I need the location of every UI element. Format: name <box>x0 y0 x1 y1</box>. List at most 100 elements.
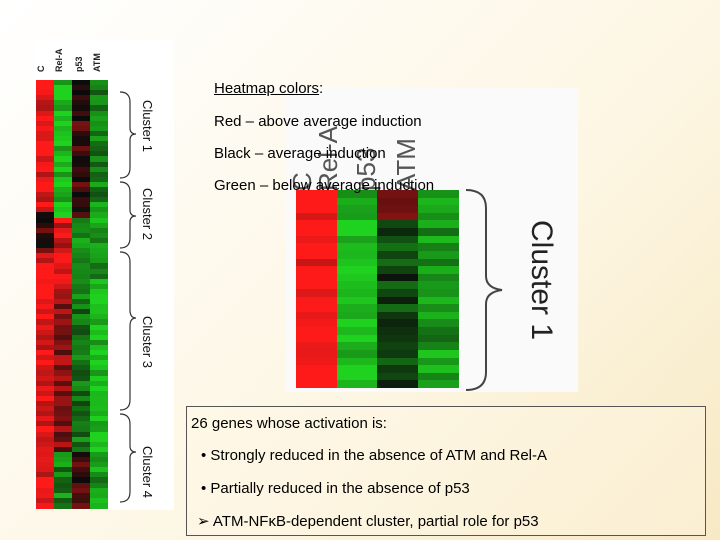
heatmap-cell <box>54 457 72 464</box>
heatmap-cell <box>36 329 54 336</box>
heatmap-cell <box>36 294 54 300</box>
heatmap-cell <box>417 205 459 214</box>
heatmap-cell <box>72 232 90 239</box>
heatmap-cell <box>36 324 54 331</box>
heatmap-cell <box>54 416 72 423</box>
heatmap-cell <box>36 151 54 158</box>
heatmap-cell <box>296 304 337 313</box>
heatmap-cell <box>54 263 72 270</box>
heatmap-cell <box>90 268 108 275</box>
heatmap-cell <box>417 258 459 267</box>
heatmap-cell <box>336 319 378 328</box>
heatmap-cell <box>90 95 108 102</box>
heatmap-cell <box>54 110 72 117</box>
heatmap-cell <box>72 421 90 428</box>
heatmap-cell <box>336 311 378 320</box>
heatmap-cell <box>72 355 90 362</box>
heatmap-cell <box>72 278 90 285</box>
summary-bullet-2: • Partially reduced in the absence of p5… <box>201 480 470 497</box>
heatmap-cell <box>54 80 72 86</box>
heatmap-cell <box>90 80 108 86</box>
heatmap-cell <box>72 181 90 188</box>
heatmap-cell <box>54 344 72 351</box>
heatmap-cell <box>36 355 54 362</box>
heatmap-cell <box>54 217 72 224</box>
heatmap-cell <box>90 187 108 193</box>
heatmap-cell <box>54 370 72 377</box>
heatmap-cell <box>54 441 72 448</box>
heatmap-cell <box>90 248 108 255</box>
heatmap-cell <box>72 436 90 443</box>
heatmap-cell <box>377 235 418 244</box>
heatmap-cell <box>72 166 90 173</box>
heatmap-cell <box>296 349 337 358</box>
heatmap-cell <box>72 395 90 402</box>
heatmap-cell <box>72 390 90 397</box>
heatmap-cell <box>72 283 90 290</box>
heatmap-cell <box>54 436 72 443</box>
heatmap-cell <box>36 502 54 509</box>
legend-black: Black – average induction <box>214 145 386 162</box>
heatmap-cell <box>296 212 337 221</box>
heatmap-cell <box>54 314 72 321</box>
heatmap-cell <box>90 243 108 250</box>
heatmap-cell <box>54 390 72 397</box>
heatmap-cell <box>377 296 418 305</box>
heatmap-cell <box>90 120 108 127</box>
heatmap-cell <box>336 197 378 206</box>
heatmap-cell <box>36 431 54 438</box>
heatmap-cell <box>90 288 108 295</box>
heatmap-cell <box>36 457 54 464</box>
heatmap-cell <box>336 212 378 221</box>
heatmap-cell <box>336 380 378 389</box>
heatmap-cell <box>90 467 108 474</box>
heatmap-cell <box>36 100 54 107</box>
heatmap-cell <box>54 161 72 168</box>
heatmap-cell <box>90 227 108 234</box>
heatmap-cell <box>54 304 72 311</box>
heatmap-cell <box>54 487 72 494</box>
heatmap-cell <box>36 441 54 448</box>
heatmap-cell <box>72 105 90 112</box>
heatmap-cell <box>54 237 72 244</box>
heatmap-cell <box>90 390 108 397</box>
heatmap-cell <box>90 202 108 209</box>
heatmap-cell <box>36 278 54 285</box>
heatmap-cell <box>54 222 72 229</box>
heatmap-cell <box>90 436 108 443</box>
heatmap-cell <box>54 166 72 173</box>
heatmap-cell <box>417 289 459 297</box>
heatmap-cell <box>36 120 54 127</box>
heatmap-cell <box>417 327 459 336</box>
heatmap-cell <box>336 190 378 198</box>
heatmap-cell <box>296 258 337 267</box>
heatmap-cell <box>36 243 54 250</box>
heatmap-cell <box>36 181 54 188</box>
heatmap-cell <box>417 311 459 320</box>
heatmap-cell <box>377 380 418 389</box>
heatmap-cell <box>54 115 72 122</box>
heatmap-cell <box>90 380 108 387</box>
heatmap-cell <box>54 385 72 392</box>
heatmap-cell <box>90 115 108 122</box>
heatmap-cell <box>36 156 54 163</box>
heatmap-cell <box>90 416 108 423</box>
heatmap-cell <box>72 80 90 86</box>
heatmap-cell <box>336 365 378 374</box>
heatmap-cell <box>377 327 418 336</box>
heatmap-cell <box>90 370 108 377</box>
heatmap-cell <box>72 482 90 489</box>
heatmap-cell <box>417 235 459 244</box>
cluster-4-label: Cluster 4 <box>140 446 155 499</box>
heatmap-cell <box>90 492 108 499</box>
heatmap-cell <box>72 462 90 469</box>
heatmap-cell <box>377 365 418 374</box>
heatmap-cell <box>296 250 337 259</box>
heatmap-cell <box>336 220 378 229</box>
heatmap-cell <box>72 85 90 92</box>
heatmap-cell <box>336 250 378 259</box>
heatmap-cell <box>336 372 378 381</box>
heatmap-cell <box>72 227 90 234</box>
heatmap-cell <box>36 339 54 346</box>
small-heatmap-panel: C Rel-A p53 ATM <box>34 40 174 510</box>
